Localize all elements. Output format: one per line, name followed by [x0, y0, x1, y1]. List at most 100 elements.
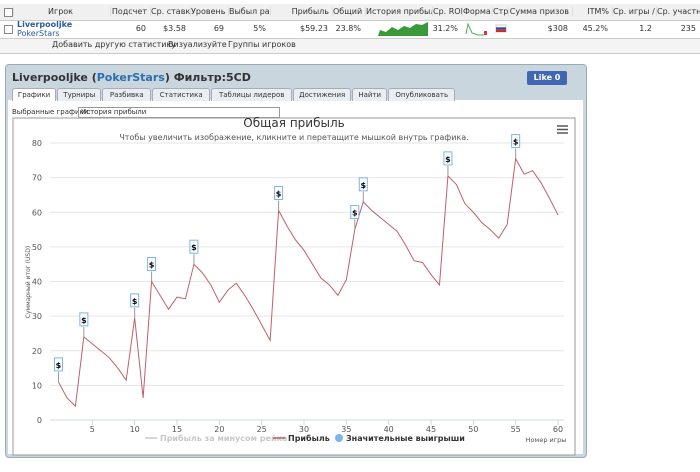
chart-subtitle: Чтобы увеличить изображение, кликните и … [119, 133, 468, 142]
y-tick-label: 70 [32, 174, 42, 183]
chart-frame [12, 117, 576, 456]
big-win-label: $ [191, 243, 197, 252]
tab[interactable]: Статистика [152, 88, 211, 101]
cell: $308 [547, 24, 568, 33]
y-tick-label: 30 [32, 312, 42, 321]
cell: $59.23 [300, 24, 328, 33]
site-link[interactable]: PokerStars [17, 29, 60, 38]
column-header[interactable]: Сумма призов [508, 7, 572, 16]
tab[interactable]: Найти [352, 88, 388, 101]
big-win-label: $ [81, 316, 87, 325]
x-axis-label: Номер игры [526, 436, 567, 444]
y-tick-label: 0 [37, 416, 42, 425]
big-win-flag [358, 177, 368, 192]
big-win-label: $ [56, 361, 62, 370]
x-tick-label: 35 [341, 425, 351, 434]
big-win-flag [443, 151, 453, 166]
big-win-label: $ [352, 209, 358, 218]
big-win-label: $ [513, 138, 519, 147]
y-tick-label: 60 [32, 208, 42, 217]
country-flag-red [496, 29, 506, 32]
tab[interactable]: Таблицы лидеров [211, 88, 293, 101]
x-tick-label: 15 [172, 425, 182, 434]
toolbar-bg [0, 38, 700, 54]
profit-sparkline [378, 22, 428, 36]
column-header[interactable]: История прибыл [365, 7, 432, 16]
column-header[interactable]: Ср. игры / [612, 7, 655, 16]
x-tick-label: 25 [257, 425, 267, 434]
cell: 69 [213, 24, 224, 33]
legend-label: Значительные выигрыши [346, 434, 465, 443]
panel-filter: Фильтр:5CD [173, 71, 251, 84]
x-tick-label: 40 [384, 425, 394, 434]
table-header-bg [0, 4, 700, 21]
big-win-flag [189, 239, 199, 254]
y-tick-label: 50 [32, 243, 42, 252]
tab[interactable]: Опубликовать [388, 88, 456, 101]
x-tick-label: 50 [468, 425, 478, 434]
column-header[interactable]: Форма [462, 7, 491, 16]
y-tick-label: 80 [32, 139, 42, 148]
big-win-flag [79, 312, 89, 327]
y-tick-label: 40 [32, 278, 42, 287]
column-header[interactable]: Подсчет [110, 7, 150, 16]
big-win-label: $ [445, 155, 451, 164]
x-tick-label: 30 [299, 425, 309, 434]
column-header[interactable]: Стр [492, 7, 508, 16]
cell: 45.2% [582, 24, 608, 33]
checkbox[interactable] [4, 8, 13, 17]
panel-site[interactable]: PokerStars [96, 71, 165, 84]
x-tick-label: 55 [511, 425, 521, 434]
y-axis-label: Суммарный итог (USD) [25, 246, 32, 318]
tab[interactable]: Разбивка [102, 88, 152, 101]
panel-title: Liverpooljke (PokerStars) Фильтр:5CD [12, 71, 251, 84]
legend-label: Прибыль за минусом рейка [160, 433, 287, 443]
big-win-flag [350, 205, 360, 220]
legend-label: Прибыль [288, 433, 330, 443]
legend-symbol [335, 434, 343, 442]
y-tick-label: 20 [32, 347, 42, 356]
cell: 23.8% [335, 24, 361, 33]
column-header[interactable]: ITM% [572, 7, 612, 16]
tab[interactable]: Графики [12, 88, 57, 101]
selector-label: Выбранные графики: [12, 108, 91, 116]
like-button[interactable]: Like 0 [527, 71, 567, 85]
big-win-label: $ [132, 297, 138, 306]
big-win-flag [511, 134, 521, 149]
form-bar [484, 31, 487, 35]
column-header[interactable]: Общий R [332, 7, 365, 16]
toolbar-visualize[interactable]: Визуализуйте [168, 40, 227, 49]
cell: 31.2% [432, 24, 458, 33]
column-header[interactable]: Прибыль [270, 7, 332, 16]
big-win-label: $ [360, 181, 366, 190]
column-header[interactable]: Ср. ROI [432, 7, 462, 16]
column-header[interactable]: Выбыл ран [228, 7, 270, 16]
big-win-flag [53, 357, 63, 372]
row-checkbox[interactable] [4, 25, 13, 34]
toolbar-groups[interactable]: Группы игроков [228, 40, 296, 49]
toolbar-add[interactable]: Добавить другую статистику [52, 40, 177, 49]
column-header[interactable]: Уровень [190, 7, 228, 16]
profit-line [58, 156, 559, 408]
tab[interactable]: Турниры [57, 88, 102, 101]
cell: $3.58 [163, 24, 186, 33]
column-header[interactable]: Ср. ставка [150, 7, 190, 16]
cell: 60 [135, 24, 146, 33]
cell: 1.2 [639, 24, 652, 33]
column-header[interactable]: Игрок [13, 7, 110, 16]
tab[interactable]: Достижения [293, 88, 352, 101]
form-sparkline [465, 22, 484, 36]
player-link[interactable]: Liverpooljke [17, 20, 73, 29]
big-win-label: $ [149, 261, 155, 270]
x-tick-label: 45 [426, 425, 436, 434]
cell: 235 [680, 24, 696, 33]
country-flag-blue [496, 27, 506, 30]
x-tick-label: 10 [130, 425, 140, 434]
y-tick-label: 10 [32, 381, 42, 390]
cell: 5% [253, 24, 266, 33]
menu-icon[interactable] [557, 125, 568, 134]
x-tick-label: 60 [553, 425, 563, 434]
column-header[interactable]: Ср. участн [656, 7, 700, 16]
